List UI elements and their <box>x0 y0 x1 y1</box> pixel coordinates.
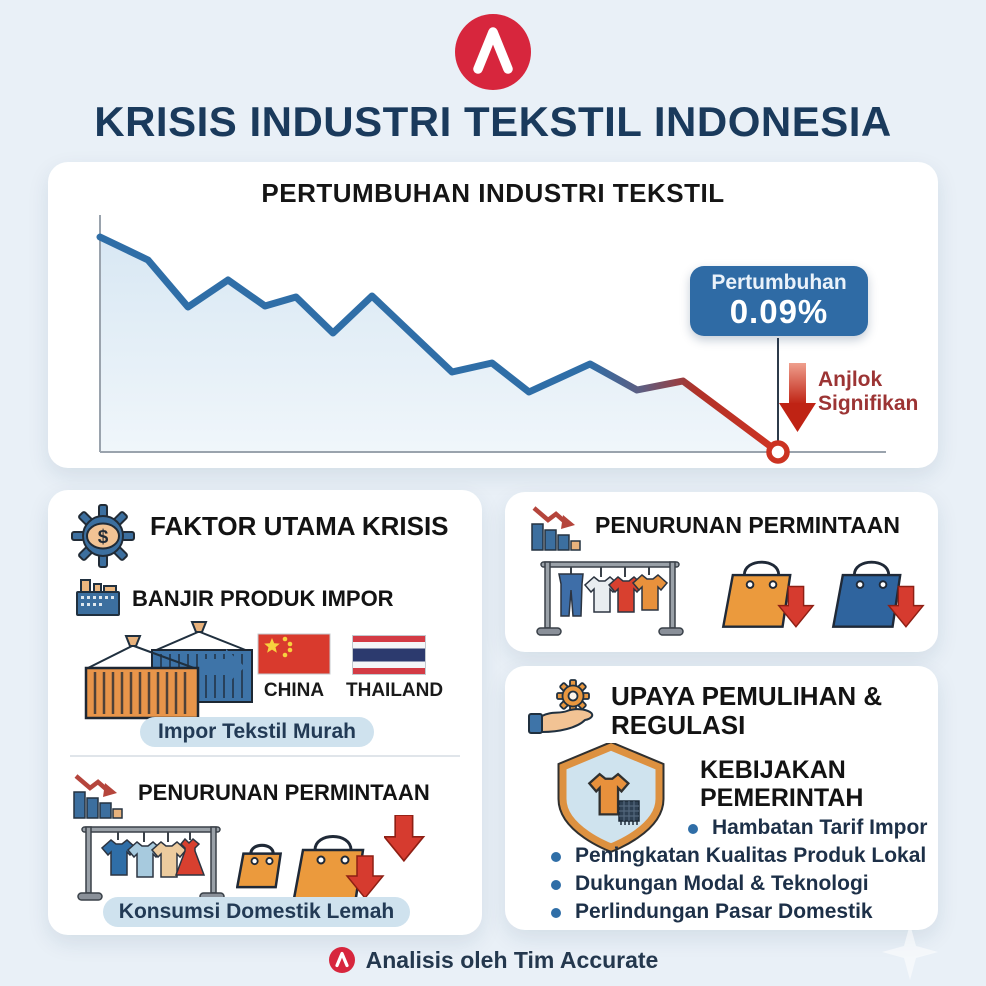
large-shopping-bag-down-icon <box>291 835 384 906</box>
policy-item: Peningkatan Kualitas Produk Lokal <box>548 842 936 870</box>
growth-line-chart <box>96 215 886 464</box>
accurate-logo-icon <box>455 14 531 90</box>
footer: Analisis oleh Tim Accurate <box>0 938 986 982</box>
factory-icon <box>76 579 120 616</box>
demand-card-title: PENURUNAN PERMINTAAN <box>595 512 900 538</box>
section-divider <box>70 755 460 757</box>
growth-callout-badge: Pertumbuhan 0.09% <box>690 266 868 336</box>
small-shopping-bag-icon <box>236 843 282 889</box>
hand-gear-icon <box>528 679 594 734</box>
recovery-card: UPAYA PEMULIHAN & REGULASI KEBIJAKAN PEM… <box>505 666 938 930</box>
red-down-arrow-icon <box>384 815 425 862</box>
import-section-title: BANJIR PRODUK IMPOR <box>132 586 394 611</box>
policy-list: Hambatan Tarif Impor Peningkatan Kualita… <box>548 814 936 926</box>
policy-item: Perlindungan Pasar Domestik <box>548 898 936 926</box>
weak-consumption-badge: Konsumsi Domestik Lemah <box>103 897 410 927</box>
declining-chart-icon <box>531 506 581 551</box>
chart-end-marker <box>766 440 790 464</box>
accurate-logo-small-icon <box>328 947 355 973</box>
import-badge: Impor Tekstil Murah <box>140 717 374 747</box>
chart-title: PERTUMBUHAN INDUSTRI TEKSTIL <box>261 178 725 208</box>
clothes-rack-icon <box>536 561 684 636</box>
gear-dollar-icon: $ <box>71 504 135 568</box>
policy-item: Dukungan Modal & Teknologi <box>548 870 936 898</box>
recovery-card-title: UPAYA PEMULIHAN & REGULASI <box>611 681 883 741</box>
chart-area-fill <box>100 237 778 452</box>
chart-annotation: Anjlok Signifikan <box>818 368 919 416</box>
country-label-china: CHINA <box>263 680 325 701</box>
callout-label: Pertumbuhan <box>711 271 847 294</box>
policy-item: Hambatan Tarif Impor <box>685 814 936 842</box>
declining-chart-icon <box>73 774 123 819</box>
page-title: KRISIS INDUSTRI TEKSTIL INDONESIA <box>94 98 892 145</box>
crisis-factors-card: $ FAKTOR UTAMA KRISIS BANJIR PRODUK IMPO… <box>48 490 482 935</box>
orange-bag-down-icon <box>722 560 814 628</box>
svg-text:$: $ <box>98 527 109 548</box>
china-flag-icon <box>257 633 331 675</box>
sparkle-watermark <box>882 924 938 980</box>
footer-credit: Analisis oleh Tim Accurate <box>365 946 659 973</box>
demand-section-title: PENURUNAN PERMINTAAN <box>138 780 430 805</box>
callout-value: 0.09% <box>729 293 829 330</box>
chart-axes <box>99 215 886 453</box>
thailand-flag-icon <box>352 635 426 675</box>
blue-bag-down-icon <box>832 560 924 628</box>
demand-decline-card: PENURUNAN PERMINTAAN <box>505 492 938 652</box>
shield-tshirt-icon <box>557 743 665 853</box>
right-arrow-icon <box>202 649 245 685</box>
big-down-arrow-icon <box>779 363 816 432</box>
country-label-thailand: THAILAND <box>346 680 444 701</box>
chart-line <box>96 233 782 456</box>
policy-subtitle: KEBIJAKAN PEMERINTAH <box>700 756 864 812</box>
clothes-rack-icon <box>77 826 225 901</box>
growth-chart-card: PERTUMBUHAN INDUSTRI TEKSTIL Pertumbuhan… <box>48 162 938 468</box>
factors-card-title: FAKTOR UTAMA KRISIS <box>150 511 449 541</box>
